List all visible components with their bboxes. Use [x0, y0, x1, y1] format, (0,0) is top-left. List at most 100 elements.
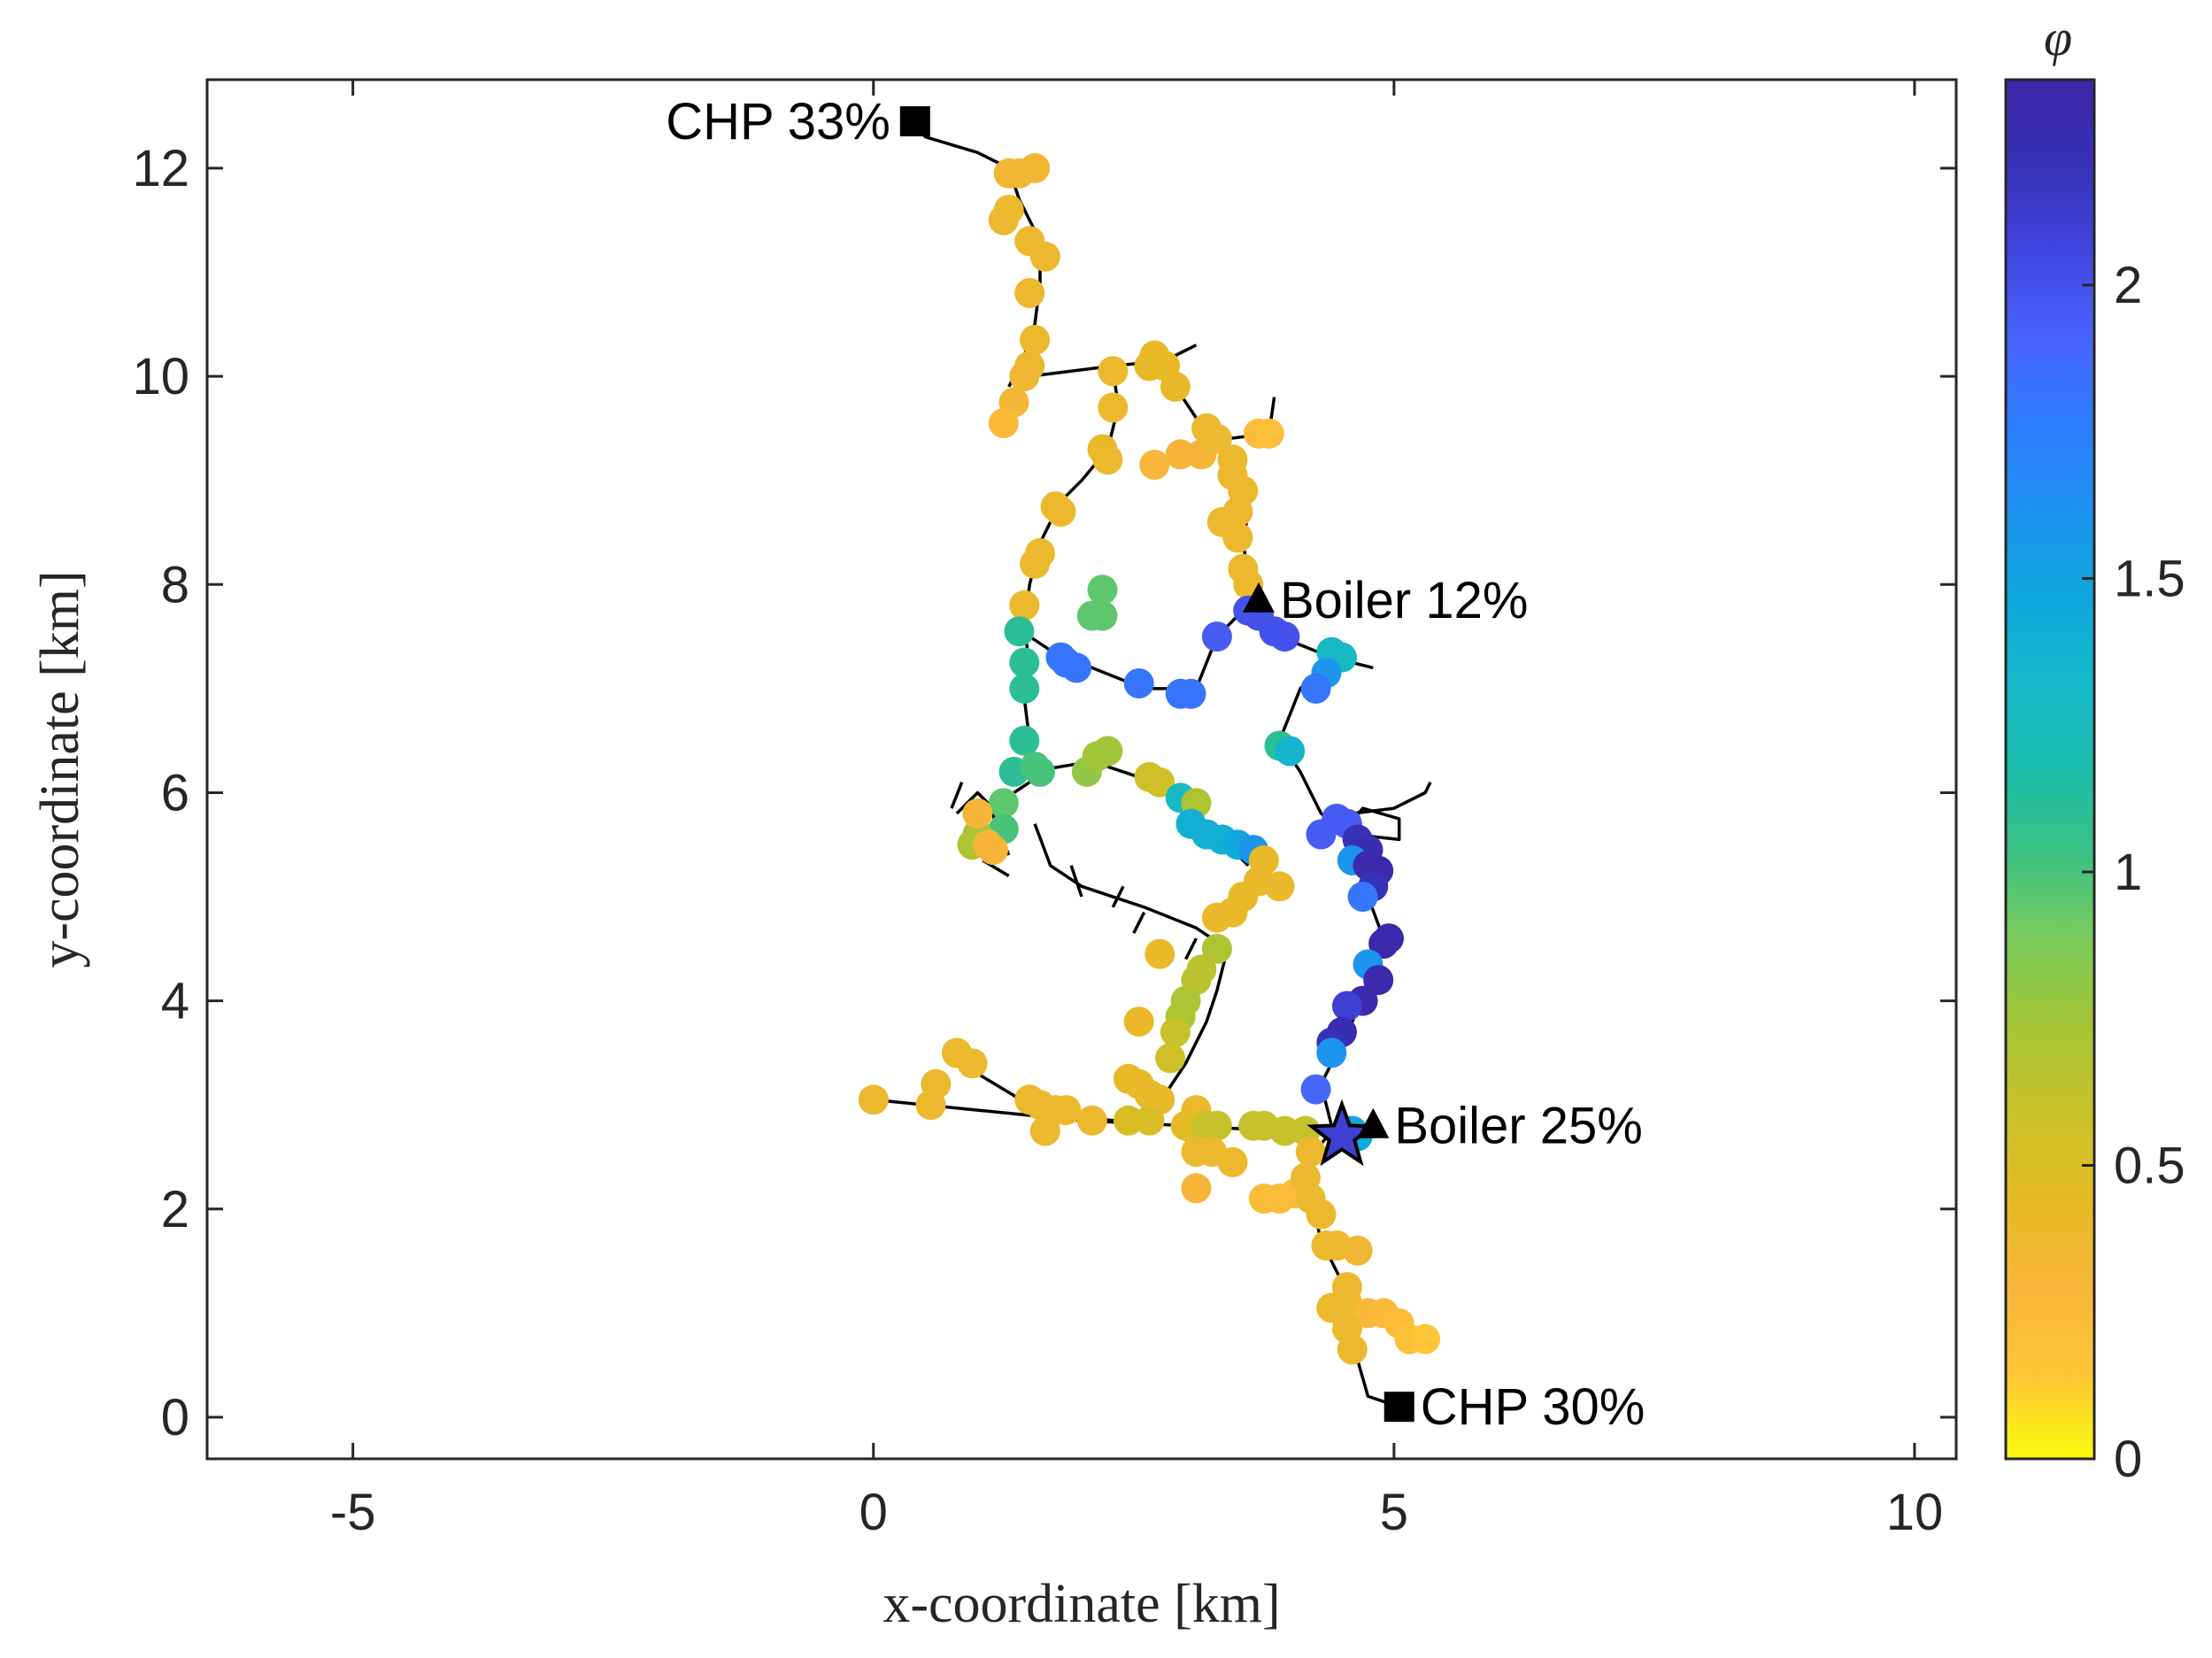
y-tick-label: 0	[161, 1389, 189, 1446]
consumer-point	[1165, 439, 1196, 470]
colorbar-tick-label: 0.5	[2114, 1137, 2185, 1195]
consumer-point	[1139, 450, 1170, 481]
consumer-point	[988, 408, 1019, 438]
consumer-point	[1175, 678, 1206, 709]
consumer-point	[1316, 1292, 1347, 1323]
consumer-point	[1020, 152, 1051, 183]
consumer-point	[988, 204, 1019, 235]
consumer-point	[1087, 575, 1118, 605]
chp-square-marker	[1383, 1392, 1414, 1423]
colorbar-gradient	[2004, 78, 2096, 1461]
consumer-point	[1145, 767, 1175, 798]
colorbar-tick-label: 1.5	[2114, 551, 2185, 608]
consumer-point	[957, 1048, 988, 1079]
colorbar-tick-label: 0	[2114, 1431, 2142, 1488]
consumer-point	[1300, 1074, 1331, 1105]
consumer-point	[1014, 278, 1045, 308]
consumer-point	[1134, 1105, 1165, 1136]
consumer-point	[1061, 652, 1092, 683]
y-tick-label: 6	[161, 764, 189, 821]
colorbar-title: φ	[2044, 9, 2072, 66]
consumer-point	[962, 798, 993, 829]
consumer-point	[1123, 668, 1154, 698]
consumer-point	[988, 788, 1019, 819]
consumer-point	[1076, 1105, 1107, 1136]
axes-box	[205, 78, 1958, 1461]
consumer-point	[1342, 1235, 1373, 1266]
heat-sources: CHP 33% CHP 30% Boiler 12% Boiler 25%	[666, 93, 1645, 1436]
consumer-point	[1009, 647, 1040, 678]
consumer-point	[1025, 756, 1055, 787]
y-tick-label: 12	[132, 140, 189, 197]
source-label: CHP 30%	[1421, 1378, 1646, 1436]
consumer-point	[1160, 371, 1191, 402]
consumer-point	[1295, 1137, 1326, 1168]
consumer-point	[1253, 418, 1284, 449]
consumer-point	[1337, 1334, 1368, 1365]
source-label: CHP 33%	[666, 93, 890, 150]
consumer-point	[1051, 1095, 1082, 1126]
consumer-point	[1264, 871, 1295, 902]
consumer-point	[1201, 621, 1232, 652]
consumer-point	[1201, 1110, 1232, 1141]
colorbar: 0 0.5 1 1.5 2	[2004, 78, 2185, 1488]
consumer-point	[858, 1084, 889, 1115]
x-axis-title: x-coordinate [km]	[882, 1574, 1280, 1634]
consumer-point	[1087, 600, 1118, 631]
y-tick-label: 8	[161, 556, 189, 613]
source-label: Boiler 25%	[1394, 1098, 1642, 1155]
consumer-point	[915, 1090, 946, 1121]
y-axis-title: y-coordinate [km]	[30, 570, 90, 968]
consumer-point	[1029, 1115, 1060, 1146]
consumer-point	[1201, 423, 1232, 454]
consumer-point	[1009, 673, 1040, 704]
colorbar-tick-label: 2	[2114, 257, 2142, 314]
consumer-point	[1347, 882, 1378, 912]
consumer-point	[1170, 1110, 1201, 1141]
chp-square-marker	[899, 106, 930, 137]
consumer-point	[1098, 392, 1129, 423]
consumer-point	[1306, 819, 1337, 850]
x-tick-label: 10	[1886, 1484, 1944, 1541]
y-tick-label: 4	[161, 973, 189, 1030]
consumer-point	[1134, 351, 1165, 382]
axes: -5 0 5 10 0 2 4 6 8 10 12	[132, 78, 1958, 1541]
consumer-point	[1113, 1105, 1144, 1136]
y-tick-label: 10	[132, 348, 189, 405]
boiler-triangle-marker	[1242, 582, 1275, 613]
y-tick-label: 2	[161, 1181, 189, 1238]
consumer-point	[1222, 522, 1253, 553]
consumer-point	[1269, 1115, 1300, 1146]
boiler-triangle-marker	[1357, 1107, 1390, 1138]
scatter-points	[858, 152, 1441, 1365]
consumer-point	[1275, 736, 1306, 767]
consumer-point	[1201, 902, 1232, 933]
consumer-point	[1181, 1173, 1212, 1204]
consumer-point	[1009, 725, 1040, 756]
consumer-point	[1004, 616, 1035, 647]
pipe-segment	[1111, 885, 1125, 908]
consumer-point	[1201, 933, 1232, 964]
consumer-point	[1155, 1043, 1185, 1074]
consumer-point	[1123, 1006, 1154, 1037]
consumer-point	[1300, 673, 1331, 704]
x-tick-label: 0	[859, 1484, 888, 1541]
x-tick-label: 5	[1380, 1484, 1408, 1541]
consumer-point	[1145, 938, 1175, 969]
pipe-segment	[1184, 937, 1198, 960]
pipe-segment	[950, 782, 964, 809]
consumer-point	[1410, 1323, 1441, 1354]
consumer-point	[1009, 590, 1040, 621]
consumer-point	[1009, 361, 1040, 392]
consumer-point	[1331, 991, 1362, 1022]
colorbar-tick-label: 1	[2114, 844, 2142, 901]
consumer-point	[978, 835, 1008, 866]
source-label: Boiler 12%	[1280, 572, 1528, 629]
pipe-segment	[1069, 865, 1083, 898]
consumer-point	[1363, 965, 1394, 996]
consumer-point	[1217, 1146, 1248, 1177]
consumer-point	[1092, 444, 1123, 475]
consumer-point	[1098, 356, 1129, 387]
consumer-point	[1160, 1016, 1191, 1047]
